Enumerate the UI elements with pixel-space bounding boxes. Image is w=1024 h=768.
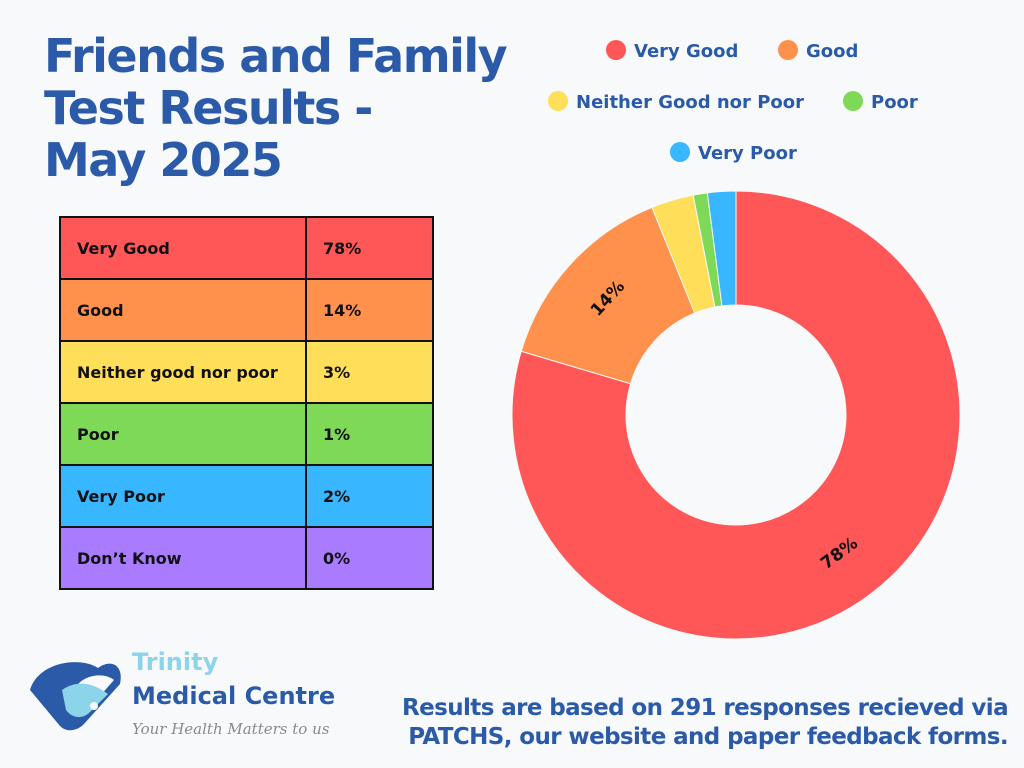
legend-label: Neither Good nor Poor	[576, 92, 804, 113]
legend-label: Very Good	[634, 41, 739, 62]
table-row: Good 14%	[59, 278, 434, 342]
title-line-1: Friends and Family	[44, 29, 508, 83]
table-cell-value: 0%	[305, 526, 434, 590]
results-table: Very Good 78% Good 14% Neither good nor poor…	[59, 216, 434, 590]
table-cell-label: Neither good nor poor	[59, 340, 307, 404]
handshake-icon	[30, 662, 121, 731]
legend-swatch	[778, 40, 798, 60]
table-cell-value: 3%	[305, 340, 434, 404]
title-line-3: May 2025	[44, 133, 283, 187]
table-cell-value: 14%	[305, 278, 434, 342]
legend-item: Very Good	[606, 40, 738, 62]
table-row: Poor 1%	[59, 402, 434, 466]
table-row: Neither good nor poor 3%	[59, 340, 434, 404]
page-title: Friends and Family Test Results - May 20…	[44, 30, 524, 186]
footer-note: Results are based on 291 responses recie…	[402, 695, 1009, 750]
donut-slice	[511, 190, 961, 640]
table-cell-value: 2%	[305, 464, 434, 528]
table-cell-label: Don’t Know	[59, 526, 307, 590]
donut-slice	[520, 206, 696, 385]
table-cell-label: Good	[59, 278, 307, 342]
legend-label: Poor	[871, 92, 918, 113]
logo-tagline: Your Health Matters to us	[132, 720, 330, 738]
logo-name-line-2: Medical Centre	[132, 682, 336, 710]
table-row: Very Good 78%	[59, 216, 434, 280]
table-cell-label: Poor	[59, 402, 307, 466]
table-cell-label: Very Poor	[59, 464, 307, 528]
legend-swatch	[548, 91, 568, 111]
table-cell-value: 78%	[305, 216, 434, 280]
legend-item: Neither Good nor Poor	[548, 91, 804, 113]
legend-swatch	[843, 91, 863, 111]
donut-slice	[706, 190, 737, 307]
legend-item: Good	[778, 40, 858, 62]
legend-swatch	[670, 142, 690, 162]
table-cell-label: Very Good	[59, 216, 307, 280]
legend-item: Very Poor	[670, 142, 797, 164]
table-cell-value: 1%	[305, 402, 434, 466]
legend-item: Poor	[843, 91, 918, 113]
table-row: Very Poor 2%	[59, 464, 434, 528]
legend-swatch	[606, 40, 626, 60]
legend-label: Very Poor	[698, 143, 797, 164]
legend-label: Good	[806, 41, 859, 62]
logo-name-line-1: Trinity	[132, 648, 219, 676]
table-row: Don’t Know 0%	[59, 526, 434, 590]
title-line-2: Test Results -	[44, 81, 373, 135]
